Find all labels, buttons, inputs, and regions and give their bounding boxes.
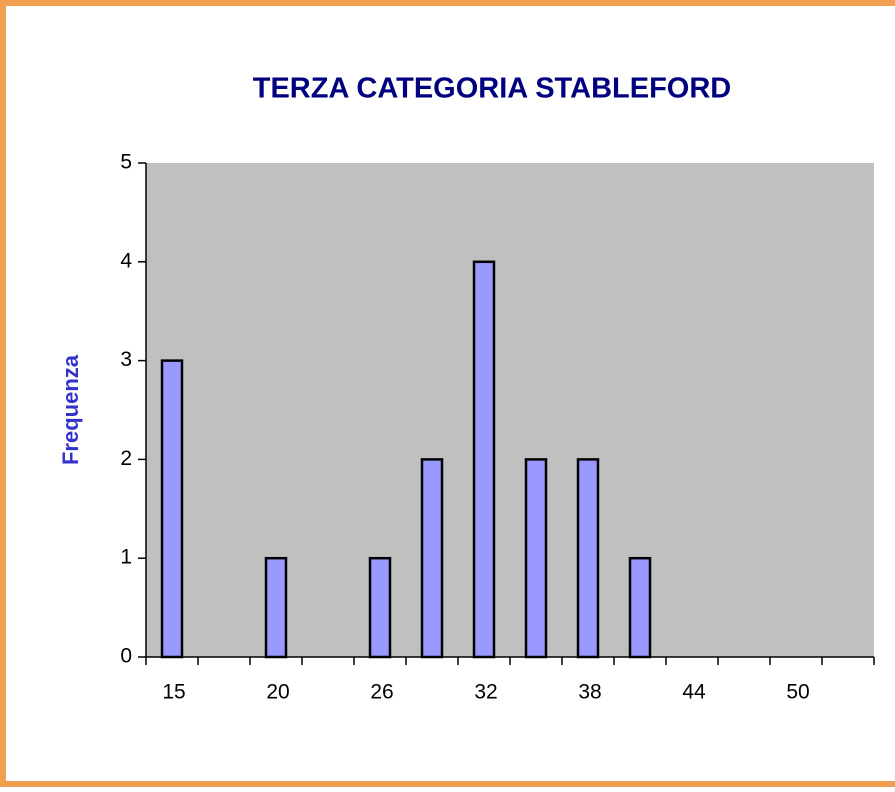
x-tick-label: 26	[370, 681, 393, 704]
x-tick-label: 44	[682, 681, 706, 704]
chart-title: TERZA CATEGORIA STABLEFORD	[253, 73, 731, 105]
bar	[628, 556, 652, 659]
bar	[524, 458, 548, 659]
x-tick-label: 20	[266, 681, 289, 704]
x-tick-label: 15	[162, 681, 185, 704]
y-tick-label: 0	[120, 645, 132, 668]
bar	[420, 458, 444, 659]
x-tick-label: 38	[578, 681, 601, 704]
plot-area	[146, 163, 874, 657]
bar	[576, 458, 600, 659]
x-tick-label: 32	[474, 681, 497, 704]
y-tick-label: 4	[120, 249, 132, 272]
y-tick-label: 2	[120, 447, 132, 470]
bar	[264, 556, 288, 659]
bar	[160, 359, 184, 659]
y-tick-label: 5	[120, 151, 132, 174]
y-axis-label: Frequenza	[58, 354, 83, 465]
x-tick-label: 50	[786, 681, 809, 704]
bar	[368, 556, 392, 659]
bar	[472, 260, 496, 659]
y-tick-label: 1	[120, 546, 132, 569]
y-tick-label: 3	[120, 348, 132, 371]
